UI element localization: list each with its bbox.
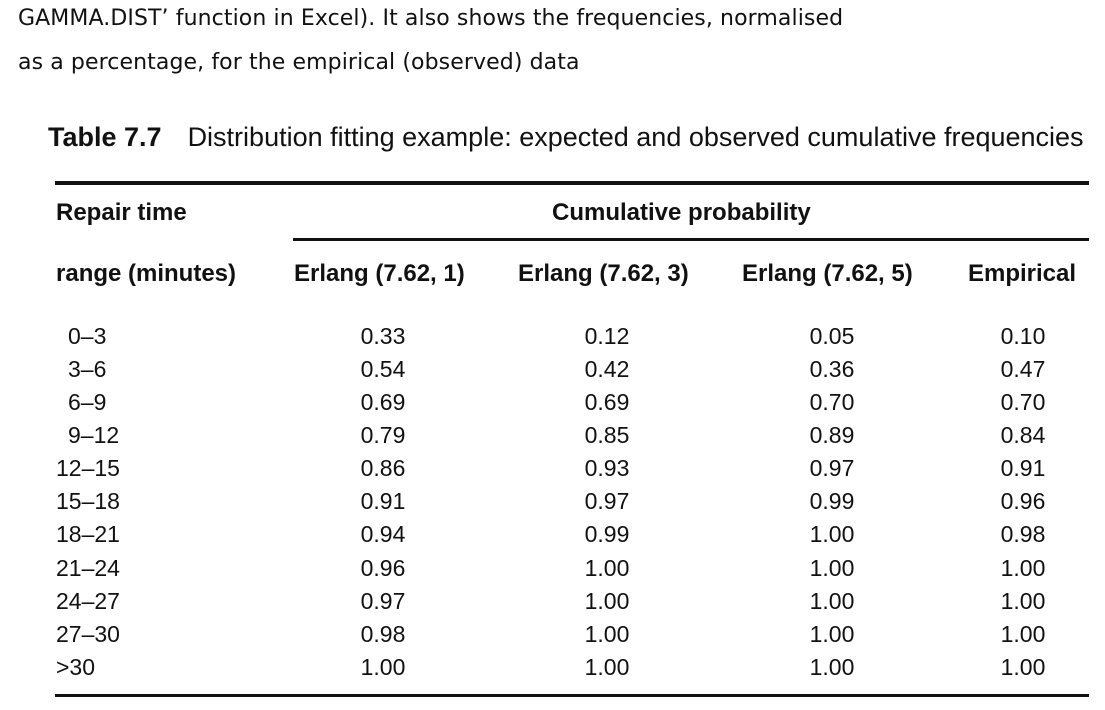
table-cell: 0.69: [584, 389, 630, 415]
table-bottom-rule: [55, 694, 1089, 697]
table-cell: 1.00: [809, 555, 855, 581]
table-cell: 0.94: [360, 521, 406, 547]
table-cell: 0.54: [360, 356, 406, 382]
row-range-label: >30: [56, 654, 96, 680]
row-range-label: 18–21: [56, 521, 120, 547]
header-repair-time: Repair time: [56, 199, 187, 226]
row-range-label: 6–9: [68, 389, 107, 415]
table-cell: 1.00: [809, 521, 855, 547]
table-cell: 1.00: [584, 621, 630, 647]
table-cell: 0.99: [584, 521, 630, 547]
table-top-rule: [55, 181, 1089, 185]
table-cell: 1.00: [809, 621, 855, 647]
header-spanner-rule: [293, 238, 1089, 241]
table-cell: 0.86: [360, 455, 406, 481]
table-cell: 1.00: [809, 654, 855, 680]
intro-text-line-2: as a percentage, for the empirical (obse…: [18, 50, 580, 75]
table-cell: 0.10: [1000, 323, 1046, 349]
table-cell: 0.36: [809, 356, 855, 382]
table-cell: 0.89: [809, 422, 855, 448]
table-cell: 0.42: [584, 356, 630, 382]
table-cell: 0.05: [809, 323, 855, 349]
row-range-label: 27–30: [56, 621, 120, 647]
table-cell: 0.12: [584, 323, 630, 349]
header-cumulative-probability: Cumulative probability: [552, 199, 811, 226]
table-cell: 0.98: [1000, 521, 1046, 547]
row-range-label: 9–12: [68, 422, 120, 448]
table-cell: 0.96: [1000, 488, 1046, 514]
row-range-label: 24–27: [56, 588, 120, 614]
table-cell: 0.91: [360, 488, 406, 514]
table-number: Table 7.7: [48, 122, 162, 152]
table-cell: 1.00: [584, 654, 630, 680]
header-col-empirical: Empirical: [968, 260, 1077, 287]
table-title: Distribution fitting example: expected a…: [187, 122, 1084, 152]
table-cell: 0.91: [1000, 455, 1046, 481]
table-cell: 0.69: [360, 389, 406, 415]
table-cell: 1.00: [1000, 654, 1046, 680]
table-cell: 0.96: [360, 555, 406, 581]
table-cell: 0.98: [360, 621, 406, 647]
row-range-label: 15–18: [56, 488, 120, 514]
table-cell: 0.79: [360, 422, 406, 448]
header-col-erlang-1: Erlang (7.62, 1): [294, 260, 465, 287]
table-cell: 0.99: [809, 488, 855, 514]
table-caption: Table 7.7 Distribution fitting example: e…: [48, 122, 1084, 153]
table-cell: 1.00: [1000, 621, 1046, 647]
header-range-minutes: range (minutes): [56, 260, 237, 287]
row-range-label: 3–6: [68, 356, 107, 382]
table-cell: 0.97: [360, 588, 406, 614]
table-cell: 1.00: [1000, 588, 1046, 614]
intro-text-line-1: GAMMA.DIST’ function in Excel). It also …: [18, 6, 844, 31]
table-cell: 1.00: [360, 654, 406, 680]
table-cell: 1.00: [1000, 555, 1046, 581]
table-cell: 0.33: [360, 323, 406, 349]
table-cell: 0.70: [809, 389, 855, 415]
table-cell: 1.00: [584, 555, 630, 581]
table-cell: 0.97: [584, 488, 630, 514]
row-range-label: 0–3: [68, 323, 107, 349]
table-cell: 0.84: [1000, 422, 1046, 448]
table-cell: 1.00: [809, 588, 855, 614]
table-cell: 1.00: [584, 588, 630, 614]
table-cell: 0.97: [809, 455, 855, 481]
header-col-erlang-3: Erlang (7.62, 3): [518, 260, 689, 287]
table-cell: 0.85: [584, 422, 630, 448]
table-cell: 0.47: [1000, 356, 1046, 382]
row-range-label: 21–24: [56, 555, 120, 581]
row-range-label: 12–15: [56, 455, 120, 481]
table-cell: 0.93: [584, 455, 630, 481]
table-cell: 0.70: [1000, 389, 1046, 415]
header-col-erlang-5: Erlang (7.62, 5): [742, 260, 913, 287]
